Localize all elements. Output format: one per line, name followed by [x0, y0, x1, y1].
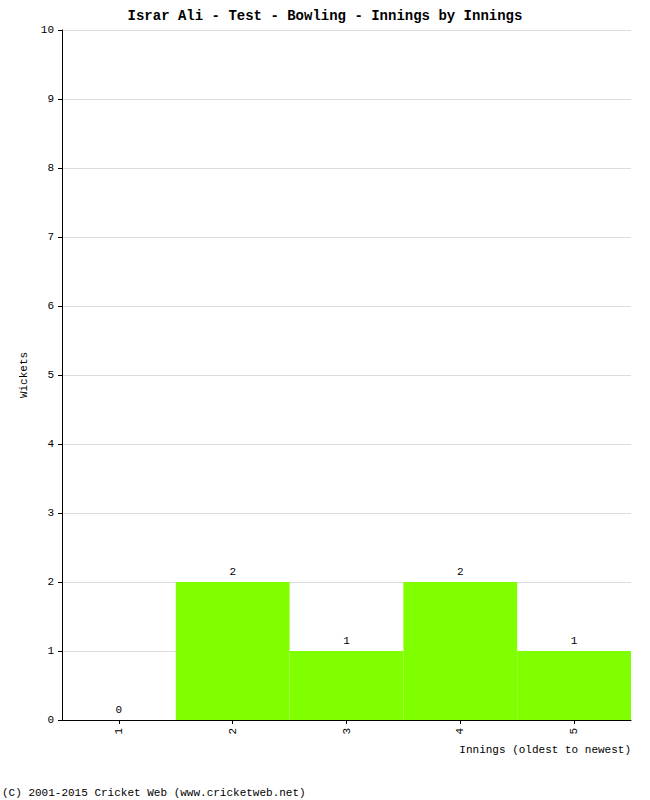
svg-text:5: 5: [47, 369, 54, 381]
svg-text:6: 6: [47, 300, 54, 312]
svg-text:0: 0: [116, 704, 123, 716]
svg-text:1: 1: [571, 635, 578, 647]
svg-text:4: 4: [454, 728, 466, 735]
svg-text:9: 9: [47, 93, 54, 105]
svg-text:0: 0: [47, 714, 54, 726]
svg-text:4: 4: [47, 438, 54, 450]
svg-text:2: 2: [457, 566, 464, 578]
svg-text:2: 2: [229, 566, 236, 578]
svg-text:5: 5: [568, 728, 580, 735]
svg-text:1: 1: [343, 635, 350, 647]
svg-text:7: 7: [47, 231, 54, 243]
svg-text:Wickets: Wickets: [18, 352, 30, 398]
svg-text:8: 8: [47, 162, 54, 174]
svg-text:2: 2: [47, 576, 54, 588]
svg-text:10: 10: [41, 24, 54, 36]
svg-text:3: 3: [341, 728, 353, 735]
svg-text:1: 1: [47, 645, 54, 657]
svg-text:Innings (oldest to newest): Innings (oldest to newest): [459, 744, 631, 756]
svg-text:3: 3: [47, 507, 54, 519]
svg-text:1: 1: [113, 728, 125, 735]
svg-text:(C) 2001-2015 Cricket Web (www: (C) 2001-2015 Cricket Web (www.cricketwe…: [2, 787, 306, 799]
svg-text:Israr Ali - Test - Bowling - I: Israr Ali - Test - Bowling - Innings by …: [128, 8, 523, 24]
svg-text:2: 2: [227, 728, 239, 735]
